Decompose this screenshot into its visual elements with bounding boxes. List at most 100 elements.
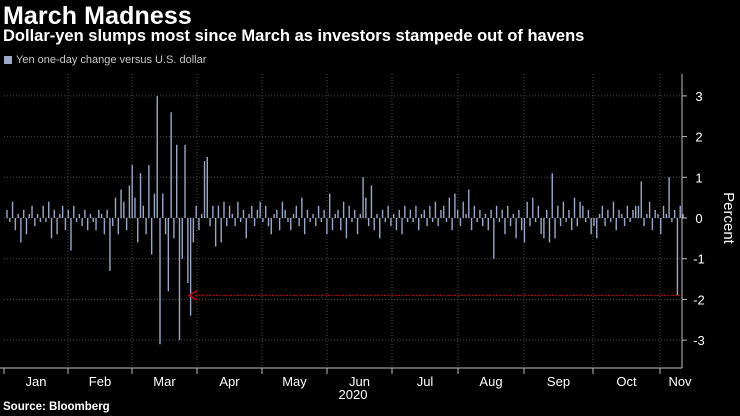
bar: [320, 218, 323, 223]
bar: [103, 218, 106, 235]
bar: [276, 209, 278, 218]
bar: [351, 218, 353, 223]
bar: [559, 218, 562, 227]
bar: [192, 218, 195, 243]
bar: [676, 218, 679, 296]
bar: [59, 213, 61, 218]
bars: [6, 95, 684, 345]
bar: [184, 144, 186, 218]
bar: [537, 205, 540, 218]
bar: [67, 209, 69, 218]
bar: [490, 209, 492, 218]
bar: [565, 218, 567, 223]
legend: Yen one-day change versus U.S. dollar: [4, 54, 206, 66]
bar: [142, 205, 145, 218]
bar: [629, 218, 631, 223]
y-axis-title: Percent: [720, 192, 737, 245]
y-tick-label: -1: [693, 252, 705, 267]
bar: [582, 205, 584, 218]
bar: [543, 218, 545, 239]
x-tick-label: Oct: [616, 374, 637, 389]
bar: [317, 205, 320, 218]
bar: [109, 218, 111, 271]
bar: [64, 218, 67, 231]
bar: [454, 193, 456, 218]
bar: [92, 218, 94, 223]
bar: [237, 201, 239, 218]
bar: [323, 209, 325, 218]
bar: [334, 213, 336, 218]
bar: [415, 205, 417, 218]
bar: [134, 197, 136, 218]
bar: [487, 218, 489, 231]
bar: [125, 218, 128, 231]
bar: [245, 218, 247, 239]
bar: [326, 218, 328, 235]
bar: [267, 218, 270, 227]
bar: [612, 201, 615, 218]
bar: [9, 218, 11, 223]
bar: [426, 218, 428, 227]
bar: [529, 218, 531, 227]
bar: [507, 205, 509, 218]
bar: [532, 197, 534, 218]
x-tick-label: Mar: [153, 374, 176, 389]
bar: [476, 218, 478, 223]
bar: [284, 209, 286, 218]
x-tick-label: Jul: [417, 374, 434, 389]
bar: [440, 209, 442, 218]
bar: [626, 205, 629, 218]
bar: [137, 218, 139, 243]
bar: [340, 218, 342, 231]
bar: [53, 209, 55, 218]
x-tick-label: Nov: [668, 374, 692, 389]
bar: [654, 209, 656, 218]
annotations: [187, 290, 680, 301]
bar: [265, 205, 267, 218]
bar: [395, 218, 398, 231]
bar: [376, 213, 378, 218]
bar: [551, 173, 553, 218]
y-tick-label: -2: [693, 292, 705, 307]
bar: [387, 205, 389, 218]
bar: [56, 218, 58, 235]
bar: [206, 156, 208, 218]
bar: [106, 209, 108, 218]
chart-subtitle: Dollar-yen slumps most since March as in…: [3, 27, 585, 45]
bar: [50, 218, 53, 239]
bar: [618, 209, 620, 218]
bar: [31, 205, 33, 218]
x-tick-label: Jun: [349, 374, 370, 389]
bar: [189, 218, 192, 316]
bar: [22, 209, 25, 218]
bar: [406, 218, 409, 223]
bar: [576, 218, 578, 227]
bar: [596, 218, 598, 239]
bar: [412, 218, 414, 223]
bar: [223, 201, 225, 218]
bar: [209, 218, 211, 227]
bar: [150, 218, 153, 255]
bar: [198, 218, 200, 231]
bar: [81, 218, 83, 227]
bar: [437, 218, 439, 227]
bar: [278, 218, 281, 231]
x-tick-label: Feb: [89, 374, 111, 389]
bar: [459, 218, 462, 227]
bar: [173, 218, 175, 239]
bar: [228, 205, 231, 218]
bar: [259, 201, 261, 218]
bar: [359, 213, 362, 218]
bar: [48, 201, 50, 218]
bar: [660, 218, 662, 235]
bar: [604, 218, 606, 227]
bar: [621, 213, 623, 218]
bar: [373, 218, 375, 231]
x-tick-label: Sep: [547, 374, 570, 389]
bar: [651, 218, 654, 231]
bar: [131, 165, 133, 218]
bar: [20, 218, 22, 243]
bar: [214, 218, 217, 247]
bar: [175, 144, 178, 218]
bar: [256, 209, 259, 218]
